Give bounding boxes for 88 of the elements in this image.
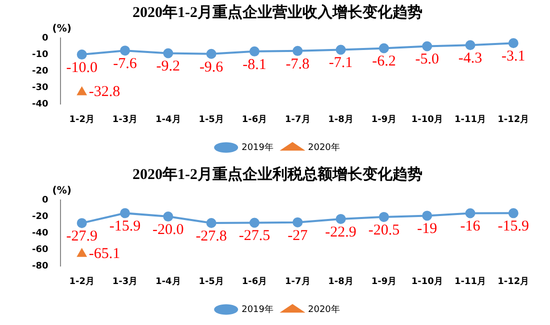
x-tick-label: 1-11月 [454,276,486,287]
y-tick-label: -80 [32,262,48,272]
point [120,46,130,56]
y-tick-label: -20 [32,212,48,222]
point [508,38,518,48]
y-tick-label: -40 [32,228,48,238]
x-tick-label: 1-4月 [156,276,181,287]
point [206,218,216,228]
data-label: -5.0 [415,52,439,68]
point [76,50,87,60]
point [422,41,432,52]
data-label: -16 [460,218,481,235]
y-axis-title: (%) [52,24,72,35]
x-tick-label: 1-9月 [371,276,397,287]
point [77,87,86,96]
data-label: -27.5 [238,228,270,244]
x-tick-label: 1-2月 [69,114,94,125]
point [163,48,174,58]
y-axis-title: (%) [52,186,72,197]
x-tick-label: 1-5月 [198,114,224,125]
x-tick-label: 1-10月 [411,276,443,287]
data-label: -65.1 [88,246,120,262]
data-label: -7.8 [286,56,310,72]
data-label: -9.2 [156,58,180,75]
point [206,48,216,59]
x-tick-label: 1-10月 [411,114,443,125]
point [163,212,174,222]
point [292,46,303,56]
x-tick-label: 1-7月 [284,114,310,125]
x-tick-label: 1-6月 [242,276,268,287]
data-label: -7.1 [328,55,353,72]
point [77,248,86,257]
point [465,208,476,218]
x-tick-label: 1-11月 [454,114,486,125]
y-tick-label: -30 [32,82,48,93]
data-label: -7.6 [113,56,138,72]
y-tick-label: 0 [42,195,48,206]
data-label: -20.0 [152,222,184,238]
point [378,212,389,222]
point [292,217,303,228]
y-tick-label: -40 [32,100,48,110]
x-tick-label: 1-8月 [328,114,354,125]
point [249,46,260,56]
point [336,214,346,224]
legend-label: 2020年 [308,304,340,315]
y-tick-label: -20 [32,66,48,76]
legend-label: 2019年 [242,304,274,315]
x-tick-label: 1-3月 [112,114,138,125]
data-label: -10.0 [66,60,98,76]
x-tick-label: 1-6月 [242,114,268,125]
data-label: -15.9 [109,218,141,235]
x-tick-label: 1-9月 [371,114,397,125]
y-tick-label: 0 [42,33,48,44]
data-label: -32.8 [88,84,120,100]
legend-label: 2020年 [308,142,340,153]
legend-label: 2019年 [242,142,274,153]
data-label: -3.1 [502,48,526,65]
x-tick-label: 1-12月 [498,114,530,125]
x-tick-label: 1-5月 [198,276,224,287]
data-label: -27.9 [66,228,98,245]
data-label: -22.9 [325,224,356,240]
x-tick-label: 1-4月 [156,114,181,125]
x-tick-label: 1-8月 [328,276,354,287]
data-label: -6.2 [372,54,396,70]
point [249,218,260,228]
chart-title: 2020年1-2月重点企业营业收入增长变化趋势 [132,2,422,21]
point [76,218,87,228]
data-label: -15.9 [498,218,530,235]
data-label: -20.5 [368,222,400,238]
x-tick-label: 1-2月 [69,276,94,287]
x-tick-label: 1-12月 [498,276,530,287]
data-label: -27 [288,228,308,244]
chart-title: 2020年1-2月重点企业利税总额增长变化趋势 [132,164,422,183]
data-label: -9.6 [199,59,224,76]
x-tick-label: 1-3月 [112,276,138,287]
point [465,40,476,50]
point [508,208,518,218]
data-label: -27.8 [196,228,227,244]
point [378,43,389,54]
point [120,208,130,218]
y-tick-label: -60 [32,244,48,255]
data-label: -8.1 [242,56,266,73]
y-tick-label: -10 [32,50,48,60]
point [422,210,432,221]
point [336,44,346,55]
data-label: -4.3 [458,50,482,67]
data-label: -19 [417,221,438,238]
x-tick-label: 1-7月 [284,276,310,287]
